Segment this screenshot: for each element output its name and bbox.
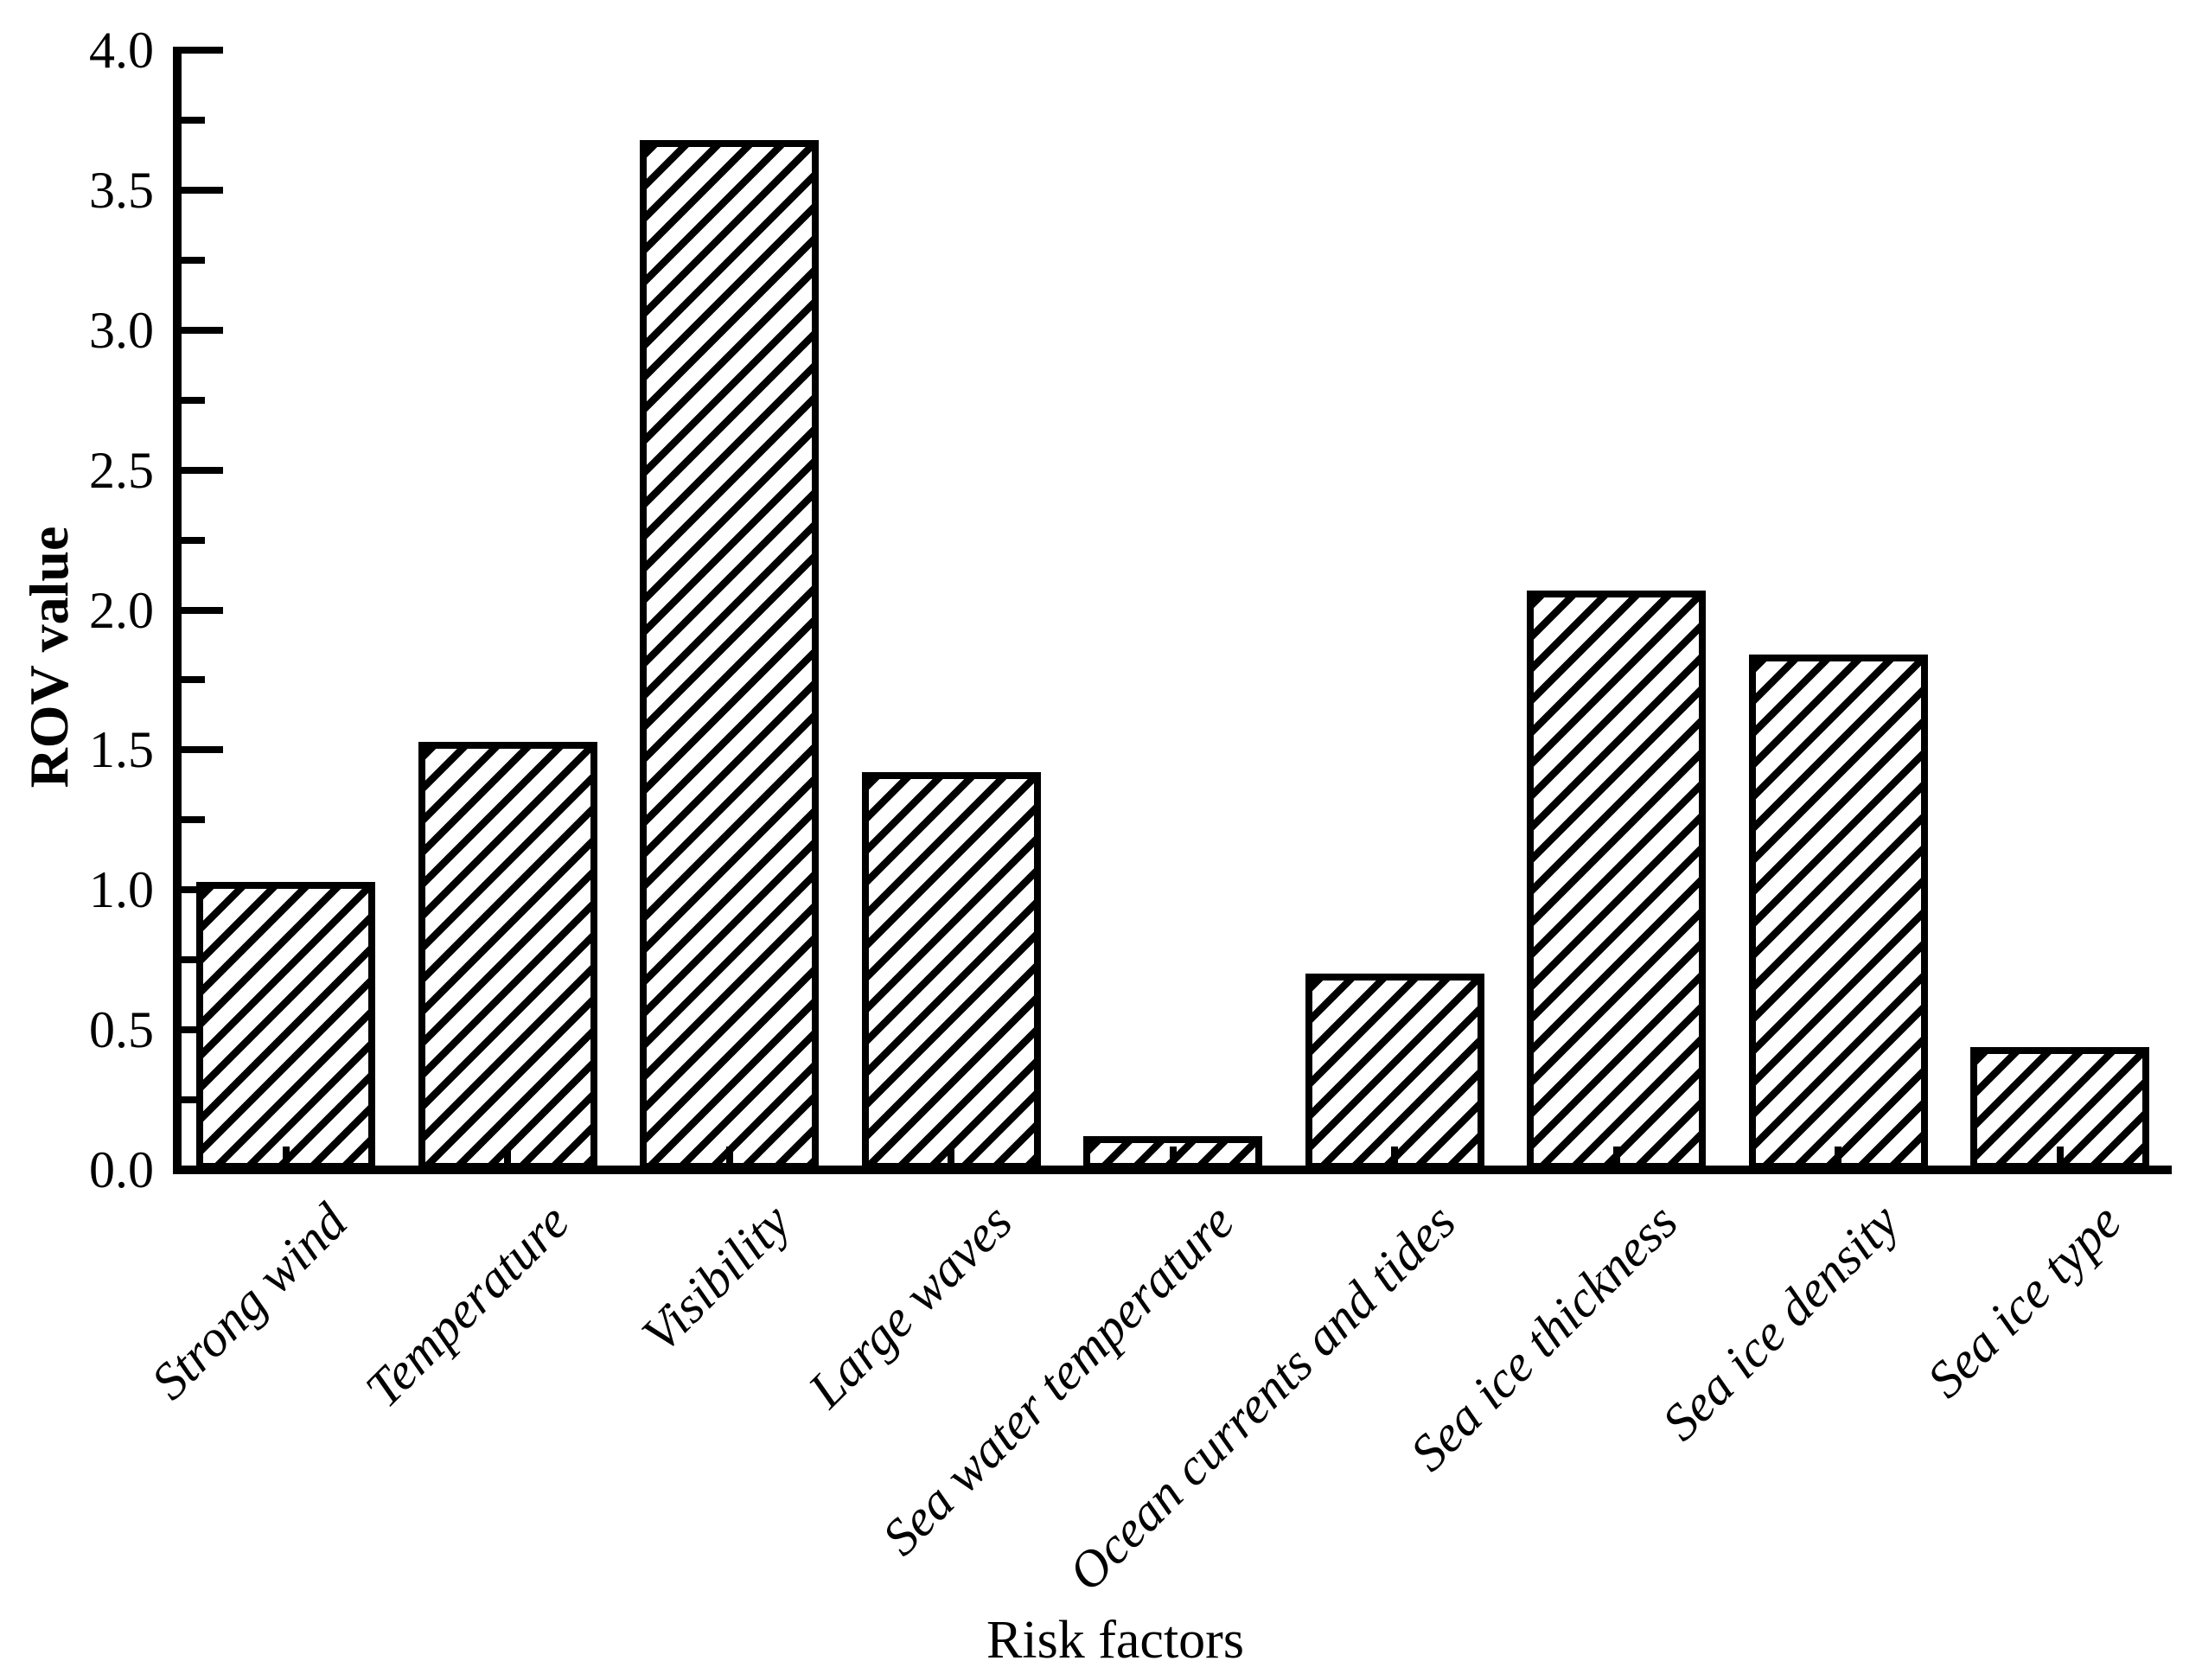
x-category-tick xyxy=(2056,1147,2064,1166)
bar-sea-ice-thickness xyxy=(1527,590,1706,1170)
x-category-tick xyxy=(1391,1147,1398,1166)
y-tick-label: 3.5 xyxy=(89,161,154,219)
x-category-tick xyxy=(948,1147,954,1166)
y-tick-label: 2.0 xyxy=(89,581,154,639)
x-category-tick xyxy=(504,1147,511,1166)
y-major-tick xyxy=(182,746,223,754)
x-category-tick xyxy=(725,1147,733,1166)
y-minor-tick xyxy=(182,956,205,964)
bar-sea-ice-density xyxy=(1748,655,1928,1170)
y-major-tick xyxy=(182,326,223,334)
category-label: Ocean currents and tides xyxy=(1057,1192,1467,1602)
category-label: Temperature xyxy=(354,1192,580,1418)
y-tick-label: 1.5 xyxy=(89,721,154,779)
bar-temperature xyxy=(418,741,597,1170)
bar-visibility xyxy=(640,139,819,1170)
y-minor-tick xyxy=(182,116,205,124)
category-label: Sea ice density xyxy=(1651,1192,1911,1452)
y-tick-label: 1.0 xyxy=(89,861,154,919)
y-tick-label: 2.5 xyxy=(89,441,154,499)
x-category-tick xyxy=(1612,1147,1620,1166)
y-tick-label: 4.0 xyxy=(89,22,154,79)
x-category-tick xyxy=(282,1147,290,1166)
y-minor-tick xyxy=(182,676,205,684)
y-major-tick xyxy=(182,47,223,54)
y-tick-label: 0.5 xyxy=(89,1001,154,1059)
category-label: Sea ice type xyxy=(1916,1192,2132,1409)
y-axis-spine xyxy=(173,47,182,1170)
category-label: Large waves xyxy=(797,1192,1024,1419)
y-major-tick xyxy=(182,606,223,614)
y-tick-label: 3.0 xyxy=(89,301,154,359)
bar-large-waves xyxy=(861,772,1041,1170)
x-category-tick xyxy=(1169,1147,1177,1166)
x-axis-spine xyxy=(173,1166,2172,1174)
y-major-tick xyxy=(182,466,223,474)
category-label: Strong wind xyxy=(140,1192,358,1410)
y-minor-tick xyxy=(182,396,205,404)
bar-ocean-currents-and-tides xyxy=(1305,974,1484,1170)
y-minor-tick xyxy=(182,1096,205,1104)
y-minor-tick xyxy=(182,256,205,264)
bar-strong-wind xyxy=(196,881,375,1170)
y-minor-tick xyxy=(182,536,205,544)
x-axis-title: Risk factors xyxy=(986,1611,1244,1670)
y-axis-title: ROV value xyxy=(18,526,80,789)
category-label: Visibility xyxy=(631,1192,801,1364)
y-minor-tick xyxy=(182,816,205,824)
x-category-tick xyxy=(1835,1147,1841,1166)
y-major-tick xyxy=(182,186,223,194)
y-tick-label: 0.0 xyxy=(89,1141,154,1198)
